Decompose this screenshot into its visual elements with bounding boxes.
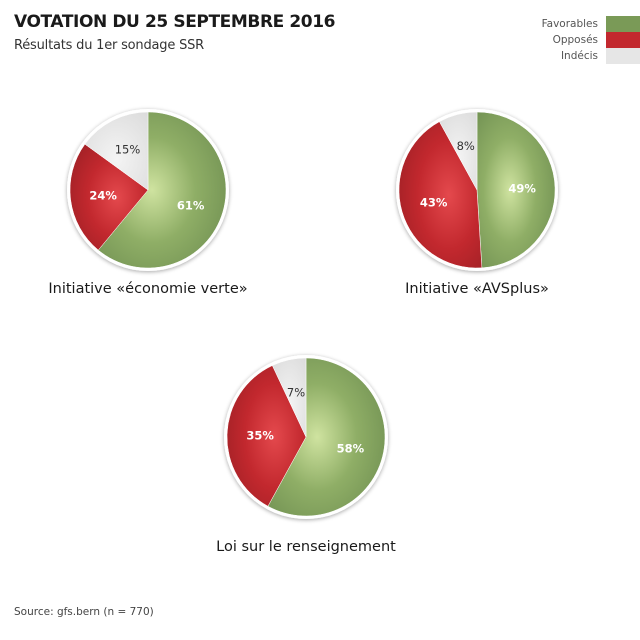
legend-label-indecis: Indécis: [560, 50, 598, 62]
legend-item-opposes: Opposés: [440, 32, 640, 48]
pie-title: Loi sur le renseignement: [216, 539, 396, 555]
pie-chart-1: 61% 24% 15% Initiative «économie verte»: [48, 109, 248, 297]
legend: Favorables Opposés Indécis: [440, 16, 640, 64]
pie-slice-indecis: [272, 357, 307, 438]
legend-label-favorables: Favorables: [541, 18, 598, 30]
pie-chart-2: 49% 43% 8% Initiative «AVSplus»: [396, 109, 558, 297]
chart-title: VOTATION DU 25 SEPTEMBRE 2016: [14, 12, 336, 32]
chart-subtitle: Résultats du 1er sondage SSR: [14, 38, 205, 53]
legend-item-favorables: Favorables: [440, 16, 640, 32]
legend-swatch-favorables: [606, 16, 640, 32]
pie-slice-favorables: [476, 111, 556, 269]
slice-label-indecis: 7%: [287, 385, 305, 399]
pie-chart-3: 58% 35% 7% Loi sur le renseignement: [216, 355, 396, 555]
slice-label-opposes: 35%: [246, 429, 274, 443]
pie-slice-favorables: [267, 357, 386, 517]
slice-label-favorables: 49%: [508, 182, 536, 196]
slice-label-indecis: 8%: [457, 139, 475, 153]
pie-slice-indecis: [439, 111, 478, 191]
pie-slice-favorables: [97, 111, 227, 269]
pie-slice-opposes: [69, 143, 149, 251]
slice-label-opposes: 24%: [89, 189, 117, 203]
source-note: Source: gfs.bern (n = 770): [14, 606, 154, 618]
pie-title: Initiative «AVSplus»: [405, 281, 549, 297]
pie-slice-indecis: [84, 111, 149, 191]
pie-slice-opposes: [398, 121, 483, 269]
slice-label-opposes: 43%: [420, 196, 448, 210]
pie-slice-opposes: [226, 365, 307, 507]
pie-title: Initiative «économie verte»: [48, 281, 247, 297]
legend-item-indecis: Indécis: [440, 48, 640, 64]
slice-label-favorables: 61%: [177, 198, 205, 212]
legend-label-opposes: Opposés: [552, 34, 598, 46]
slice-label-indecis: 15%: [115, 143, 141, 157]
slice-label-favorables: 58%: [337, 441, 365, 455]
legend-swatch-indecis: [606, 48, 640, 64]
legend-swatch-opposes: [606, 32, 640, 48]
